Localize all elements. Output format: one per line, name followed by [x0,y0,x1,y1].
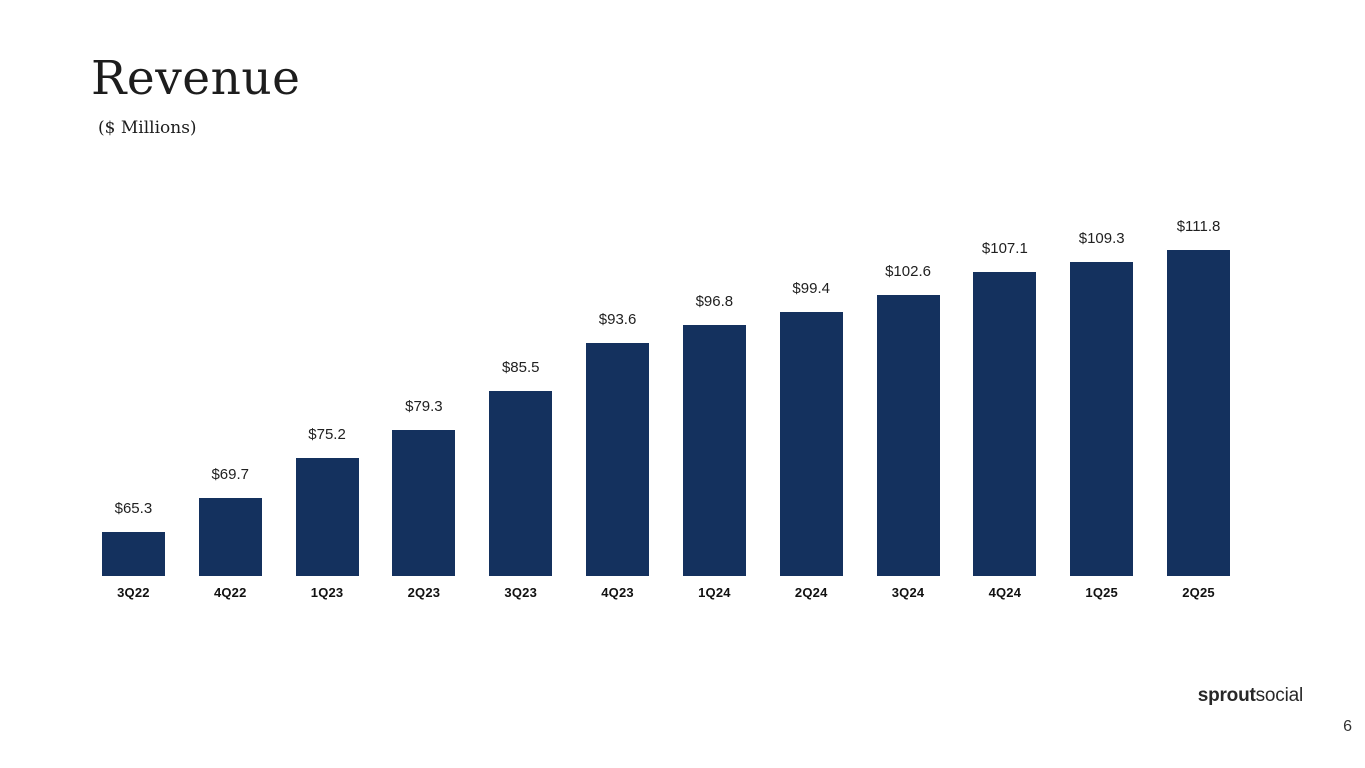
bar-group: $99.4 2Q24 [763,200,860,600]
logo-text-regular: social [1255,685,1304,706]
bar [973,272,1037,576]
bar-group: $111.8 2Q25 [1150,200,1247,600]
bar-group: $79.3 2Q23 [375,200,472,600]
bar-group: $109.3 1Q25 [1053,200,1150,600]
bar-stack: $85.5 [489,200,553,576]
bar-stack: $75.2 [295,200,359,576]
bar [1167,250,1231,576]
bar-stack: $109.3 [1070,200,1134,576]
bar-group: $75.2 1Q23 [279,200,376,600]
bar [1070,262,1134,576]
x-axis-label: 4Q24 [988,585,1022,600]
bar-stack: $79.3 [392,200,456,576]
bar-value-label: $109.3 [1078,230,1125,247]
logo-text-bold: sprout [1197,685,1256,706]
bar [198,498,262,576]
bar-stack: $96.8 [682,200,746,576]
bar-group: $65.3 3Q22 [85,200,182,600]
bar-group: $102.6 3Q24 [860,200,957,600]
x-axis-label: 3Q22 [117,585,150,600]
bar-value-label: $85.5 [501,359,540,376]
bar-group: $107.1 4Q24 [956,200,1053,600]
bar [682,325,746,576]
bar-value-label: $99.4 [792,280,830,297]
x-axis-label: 2Q25 [1182,585,1215,600]
bar-value-label: $96.8 [695,293,734,310]
bar-stack: $93.6 [586,200,650,576]
bar-chart-plot-area: $65.3 3Q22 $69.7 4Q22 $75.2 1Q23 $79.3 2Q23 $85.… [85,200,1247,600]
bar [779,312,843,576]
bar [392,430,456,576]
x-axis-label: 2Q23 [407,585,441,600]
x-axis-label: 3Q23 [504,585,538,600]
bar-stack: $107.1 [973,200,1037,576]
page-title: Revenue [91,51,301,106]
revenue-bar-chart: $65.3 3Q22 $69.7 4Q22 $75.2 1Q23 $79.3 2Q23 $85.… [85,200,1247,600]
bar-group: $96.8 1Q24 [666,200,763,600]
bar [101,532,165,576]
bar [295,458,359,576]
bar [586,343,650,576]
x-axis-label: 2Q24 [794,585,828,600]
page-subtitle: ($ Millions) [98,118,197,138]
bar-stack: $65.3 [101,200,165,576]
x-axis-label: 4Q22 [213,585,247,600]
x-axis-label: 3Q24 [891,585,925,600]
bar-group: $69.7 4Q22 [182,200,279,600]
bar-stack: $99.4 [779,200,843,576]
bar-stack: $102.6 [876,200,940,576]
bar-value-label: $111.8 [1176,218,1221,235]
bar-group: $93.6 4Q23 [569,200,666,600]
bar [876,295,940,576]
page-number: 6 [1343,718,1352,735]
bar-value-label: $102.6 [885,263,931,280]
bar-group: $85.5 3Q23 [472,200,569,600]
bar-value-label: $93.6 [598,311,637,328]
bar-value-label: $79.3 [405,398,443,415]
bar-value-label: $75.2 [308,426,346,443]
bar-value-label: $107.1 [981,240,1028,257]
bar-value-label: $69.7 [211,466,249,483]
bar-stack: $69.7 [198,200,262,576]
x-axis-label: 1Q24 [698,585,731,600]
bar-stack: $111.8 [1167,200,1231,576]
x-axis-label: 1Q25 [1085,585,1118,600]
x-axis-label: 4Q23 [601,585,634,600]
x-axis-label: 1Q23 [310,585,344,600]
sprout-social-logo: sproutsocial [1198,685,1303,707]
bar-value-label: $65.3 [114,500,153,517]
bar [489,391,553,576]
